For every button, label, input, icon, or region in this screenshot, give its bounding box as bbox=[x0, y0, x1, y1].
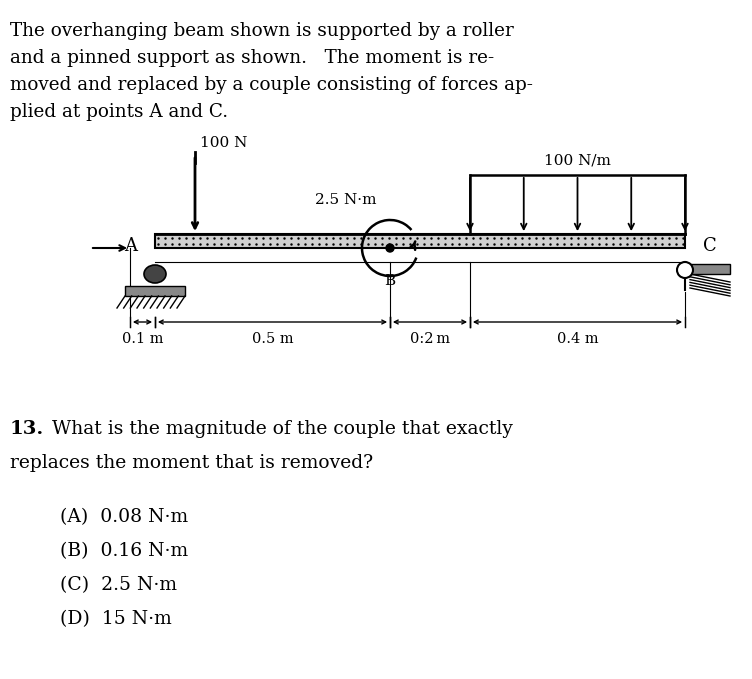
Bar bbox=[690, 264, 730, 274]
Text: B: B bbox=[384, 274, 396, 288]
Text: C: C bbox=[703, 237, 717, 255]
Bar bbox=[125, 286, 185, 296]
Text: 0.4 m: 0.4 m bbox=[556, 332, 599, 346]
Circle shape bbox=[386, 244, 394, 252]
Text: plied at points A and C.: plied at points A and C. bbox=[10, 103, 228, 121]
Text: replaces the moment that is removed?: replaces the moment that is removed? bbox=[10, 454, 373, 472]
Circle shape bbox=[677, 262, 693, 278]
Text: A: A bbox=[124, 237, 137, 255]
Text: 100 N/m: 100 N/m bbox=[544, 153, 611, 167]
Text: (A)  0.08 N·m: (A) 0.08 N·m bbox=[60, 508, 188, 526]
Ellipse shape bbox=[144, 265, 166, 283]
Text: 0.5 m: 0.5 m bbox=[252, 332, 293, 346]
Text: and a pinned support as shown.   The moment is re-: and a pinned support as shown. The momen… bbox=[10, 49, 494, 67]
Text: (D)  15 N·m: (D) 15 N·m bbox=[60, 610, 171, 628]
Text: 2.5 N·m: 2.5 N·m bbox=[315, 193, 377, 207]
Text: The overhanging beam shown is supported by a roller: The overhanging beam shown is supported … bbox=[10, 22, 514, 40]
Text: 13.: 13. bbox=[10, 420, 44, 438]
Bar bbox=[155, 234, 685, 248]
Text: 0:2 m: 0:2 m bbox=[410, 332, 450, 346]
Bar bbox=[155, 234, 685, 248]
Text: (C)  2.5 N·m: (C) 2.5 N·m bbox=[60, 576, 177, 594]
Text: moved and replaced by a couple consisting of forces ap-: moved and replaced by a couple consistin… bbox=[10, 76, 533, 94]
Text: (B)  0.16 N·m: (B) 0.16 N·m bbox=[60, 542, 188, 560]
Text: 0.1 m: 0.1 m bbox=[122, 332, 163, 346]
Text: 100 N: 100 N bbox=[200, 136, 247, 150]
Text: What is the magnitude of the couple that exactly: What is the magnitude of the couple that… bbox=[52, 420, 513, 438]
